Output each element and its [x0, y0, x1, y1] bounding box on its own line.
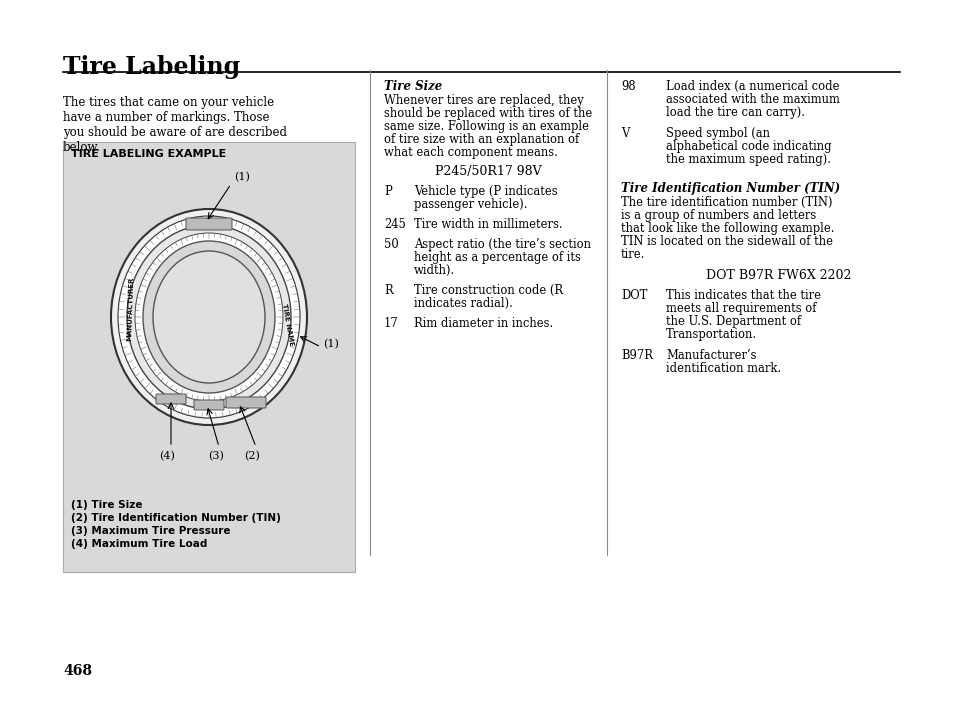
Text: have a number of markings. Those: have a number of markings. Those — [63, 111, 269, 124]
Text: (1): (1) — [233, 172, 250, 182]
FancyBboxPatch shape — [156, 394, 186, 404]
Text: Tire Size: Tire Size — [384, 80, 442, 93]
Text: width).: width). — [414, 264, 455, 277]
Text: 17: 17 — [384, 317, 398, 330]
Text: meets all requirements of: meets all requirements of — [665, 302, 816, 315]
Text: indicates radial).: indicates radial). — [414, 297, 513, 310]
Text: DOT B97R FW6X 2202: DOT B97R FW6X 2202 — [705, 269, 850, 282]
Text: Speed symbol (an: Speed symbol (an — [665, 127, 769, 140]
Text: Transportation.: Transportation. — [665, 328, 757, 341]
Text: Manufacturer’s: Manufacturer’s — [665, 349, 756, 362]
Text: Aspect ratio (the tire’s section: Aspect ratio (the tire’s section — [414, 238, 590, 251]
Text: The tire identification number (TIN): The tire identification number (TIN) — [620, 196, 832, 209]
Text: Load index (a numerical code: Load index (a numerical code — [665, 80, 839, 93]
Text: TIN is located on the sidewall of the: TIN is located on the sidewall of the — [620, 235, 832, 248]
Ellipse shape — [135, 233, 283, 401]
Text: Tire Labeling: Tire Labeling — [63, 55, 240, 79]
Text: R: R — [384, 284, 393, 297]
Text: (4): (4) — [159, 451, 174, 462]
Text: 98: 98 — [620, 80, 635, 93]
Ellipse shape — [152, 251, 265, 383]
Text: Rim diameter in inches.: Rim diameter in inches. — [414, 317, 553, 330]
Text: below.: below. — [63, 141, 101, 154]
Text: you should be aware of are described: you should be aware of are described — [63, 126, 287, 139]
Text: should be replaced with tires of the: should be replaced with tires of the — [384, 107, 592, 120]
Text: Tire Identification Number (TIN): Tire Identification Number (TIN) — [620, 182, 840, 195]
Text: tire.: tire. — [620, 248, 644, 261]
Text: (2) Tire Identification Number (TIN): (2) Tire Identification Number (TIN) — [71, 513, 280, 523]
Text: (3) Maximum Tire Pressure: (3) Maximum Tire Pressure — [71, 526, 231, 536]
Text: passenger vehicle).: passenger vehicle). — [414, 198, 527, 211]
Text: V: V — [620, 127, 629, 140]
Text: same size. Following is an example: same size. Following is an example — [384, 120, 588, 133]
Ellipse shape — [111, 209, 307, 425]
Text: load the tire can carry).: load the tire can carry). — [665, 106, 804, 119]
Text: 468: 468 — [63, 664, 91, 678]
Text: height as a percentage of its: height as a percentage of its — [414, 251, 580, 264]
Text: 50: 50 — [384, 238, 398, 251]
FancyBboxPatch shape — [186, 218, 232, 230]
Text: Whenever tires are replaced, they: Whenever tires are replaced, they — [384, 94, 583, 107]
Text: TIRE LABELING EXAMPLE: TIRE LABELING EXAMPLE — [71, 149, 226, 159]
Ellipse shape — [127, 225, 291, 409]
Text: is a group of numbers and letters: is a group of numbers and letters — [620, 209, 816, 222]
Text: B97R: B97R — [620, 349, 652, 362]
FancyBboxPatch shape — [226, 397, 266, 408]
Text: (1) Tire Size: (1) Tire Size — [71, 500, 142, 510]
Text: (2): (2) — [244, 451, 259, 462]
Text: MANUFACTURER: MANUFACTURER — [126, 277, 134, 342]
Text: 245: 245 — [384, 218, 405, 231]
Ellipse shape — [118, 216, 299, 418]
Text: alphabetical code indicating: alphabetical code indicating — [665, 140, 831, 153]
Text: that look like the following example.: that look like the following example. — [620, 222, 834, 235]
Text: This indicates that the tire: This indicates that the tire — [665, 289, 821, 302]
Text: DOT: DOT — [620, 289, 647, 302]
Text: the maximum speed rating).: the maximum speed rating). — [665, 153, 830, 166]
Text: P245/50R17 98V: P245/50R17 98V — [435, 165, 541, 178]
Text: of tire size with an explanation of: of tire size with an explanation of — [384, 133, 578, 146]
Ellipse shape — [143, 241, 274, 393]
Text: (3): (3) — [208, 451, 224, 462]
Text: (1): (1) — [323, 339, 338, 349]
Text: The tires that came on your vehicle: The tires that came on your vehicle — [63, 96, 274, 109]
Text: associated with the maximum: associated with the maximum — [665, 93, 839, 106]
Text: Tire width in millimeters.: Tire width in millimeters. — [414, 218, 562, 231]
Bar — [63, 142, 355, 572]
Text: Tire construction code (R: Tire construction code (R — [414, 284, 562, 297]
Text: identification mark.: identification mark. — [665, 362, 781, 375]
Text: (4) Maximum Tire Load: (4) Maximum Tire Load — [71, 539, 207, 549]
Text: TIRE NAME: TIRE NAME — [281, 303, 294, 346]
Text: P: P — [384, 185, 392, 198]
Text: Vehicle type (P indicates: Vehicle type (P indicates — [414, 185, 558, 198]
FancyBboxPatch shape — [193, 400, 224, 410]
Text: what each component means.: what each component means. — [384, 146, 558, 159]
Text: the U.S. Department of: the U.S. Department of — [665, 315, 801, 328]
